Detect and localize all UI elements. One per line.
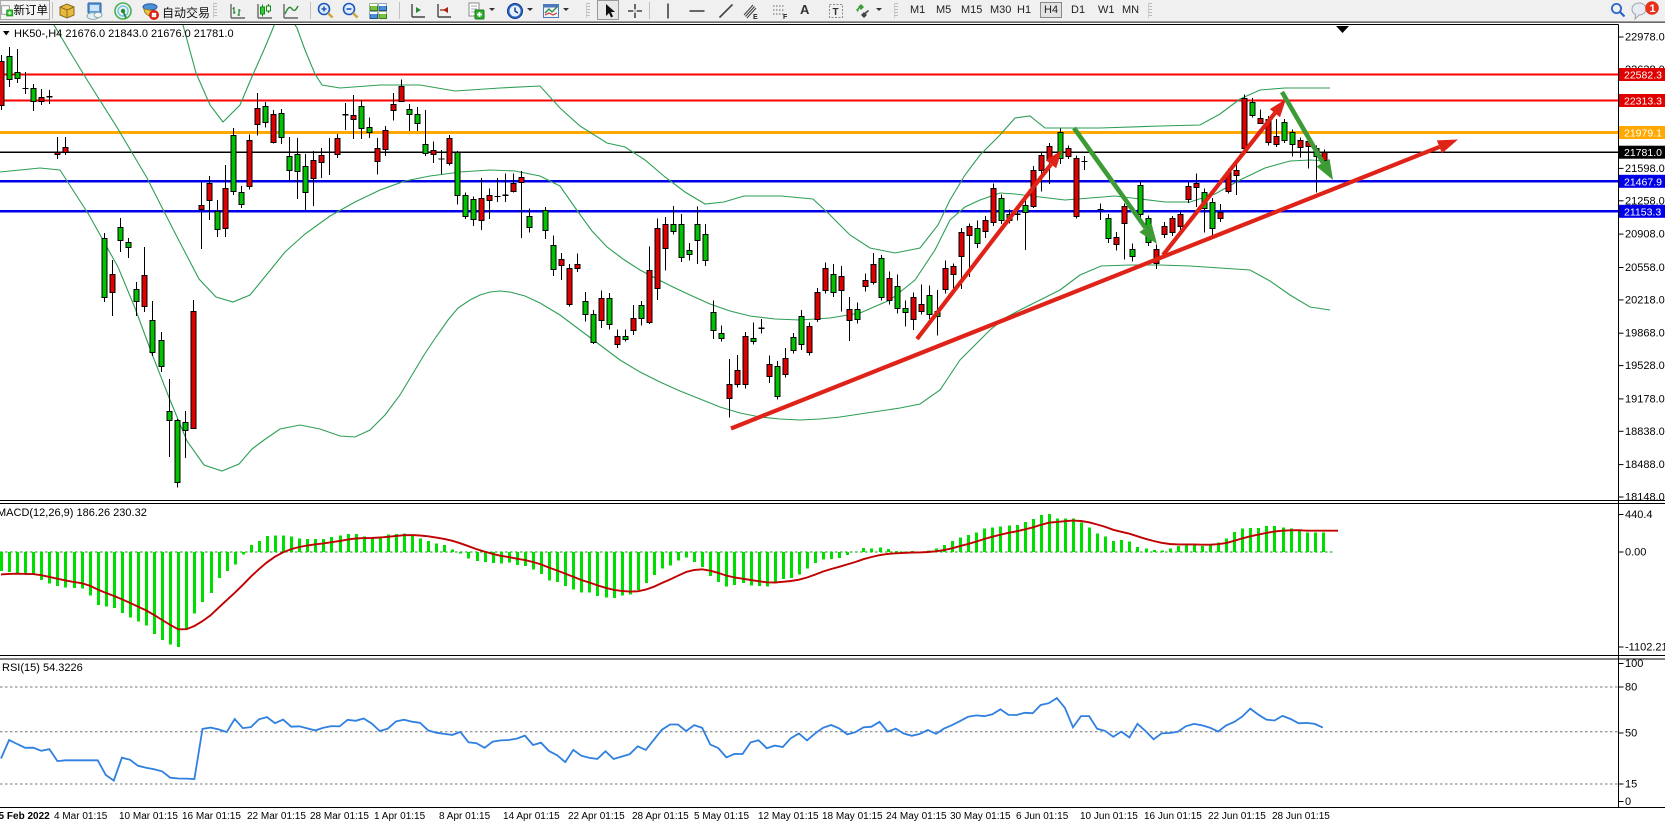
svg-text:16 Mar 01:15: 16 Mar 01:15	[182, 811, 241, 822]
svg-text:22978.0: 22978.0	[1625, 32, 1665, 44]
svg-text:F: F	[783, 14, 788, 21]
svg-text:RSI(15) 54.3226: RSI(15) 54.3226	[2, 662, 83, 674]
svg-text:19178.0: 19178.0	[1625, 393, 1665, 405]
svg-text:12 May 01:15: 12 May 01:15	[758, 811, 819, 822]
svg-text:E: E	[753, 14, 758, 21]
svg-text:20558.0: 20558.0	[1625, 262, 1665, 274]
svg-text:1: 1	[1650, 3, 1656, 15]
svg-text:HK50-,H4 21676.0 21843.0 2167: HK50-,H4 21676.0 21843.0 21676.0 21781.0	[14, 28, 234, 40]
svg-text:16 Jun 01:15: 16 Jun 01:15	[1144, 811, 1202, 822]
svg-text:22582.3: 22582.3	[1624, 70, 1662, 82]
svg-text:22 Jun 01:15: 22 Jun 01:15	[1208, 811, 1266, 822]
svg-text:440.4: 440.4	[1625, 509, 1653, 521]
svg-text:80: 80	[1625, 682, 1637, 694]
svg-text:14 Apr 01:15: 14 Apr 01:15	[503, 811, 560, 822]
svg-text:28 Jun 01:15: 28 Jun 01:15	[1272, 811, 1330, 822]
svg-text:10 Mar 01:15: 10 Mar 01:15	[119, 811, 178, 822]
svg-text:28 Mar 01:15: 28 Mar 01:15	[310, 811, 369, 822]
svg-text:0: 0	[1625, 796, 1631, 808]
svg-text:15: 15	[1625, 779, 1637, 791]
svg-text:21467.9: 21467.9	[1624, 176, 1662, 188]
svg-text:10 Jun 01:15: 10 Jun 01:15	[1080, 811, 1138, 822]
svg-text:22 Mar 01:15: 22 Mar 01:15	[247, 811, 306, 822]
svg-text:21258.0: 21258.0	[1625, 195, 1665, 207]
svg-text:21598.0: 21598.0	[1625, 163, 1665, 175]
svg-text:18488.0: 18488.0	[1625, 459, 1665, 471]
svg-text:18148.0: 18148.0	[1625, 492, 1665, 504]
svg-text:6 Jun 01:15: 6 Jun 01:15	[1016, 811, 1069, 822]
svg-text:19868.0: 19868.0	[1625, 328, 1665, 340]
svg-text:28 Apr 01:15: 28 Apr 01:15	[632, 811, 689, 822]
svg-text:100: 100	[1625, 658, 1643, 670]
svg-text:-1102.21: -1102.21	[1625, 642, 1665, 654]
svg-text:50: 50	[1625, 728, 1637, 740]
svg-text:20908.0: 20908.0	[1625, 229, 1665, 241]
svg-text:19528.0: 19528.0	[1625, 360, 1665, 372]
svg-text:5 May 01:15: 5 May 01:15	[694, 811, 749, 822]
svg-text:4 Mar 01:15: 4 Mar 01:15	[54, 811, 108, 822]
svg-text:18838.0: 18838.0	[1625, 426, 1665, 438]
svg-text:21979.1: 21979.1	[1624, 128, 1662, 140]
svg-text:1 Apr 01:15: 1 Apr 01:15	[374, 811, 426, 822]
svg-text:24 May 01:15: 24 May 01:15	[886, 811, 947, 822]
svg-text:21781.0: 21781.0	[1624, 147, 1662, 159]
svg-text:8 Apr 01:15: 8 Apr 01:15	[439, 811, 491, 822]
svg-text:25 Feb 2022: 25 Feb 2022	[0, 811, 50, 822]
svg-text:0.00: 0.00	[1625, 547, 1646, 559]
svg-text:22313.3: 22313.3	[1624, 96, 1662, 108]
svg-text:21153.3: 21153.3	[1624, 206, 1661, 218]
svg-text:MACD(12,26,9) 186.26 230.32: MACD(12,26,9) 186.26 230.32	[0, 507, 147, 519]
svg-text:T: T	[833, 7, 839, 18]
svg-text:30 May 01:15: 30 May 01:15	[950, 811, 1011, 822]
svg-text:18 May 01:15: 18 May 01:15	[822, 811, 883, 822]
svg-text:22 Apr 01:15: 22 Apr 01:15	[568, 811, 625, 822]
svg-text:20218.0: 20218.0	[1625, 294, 1665, 306]
